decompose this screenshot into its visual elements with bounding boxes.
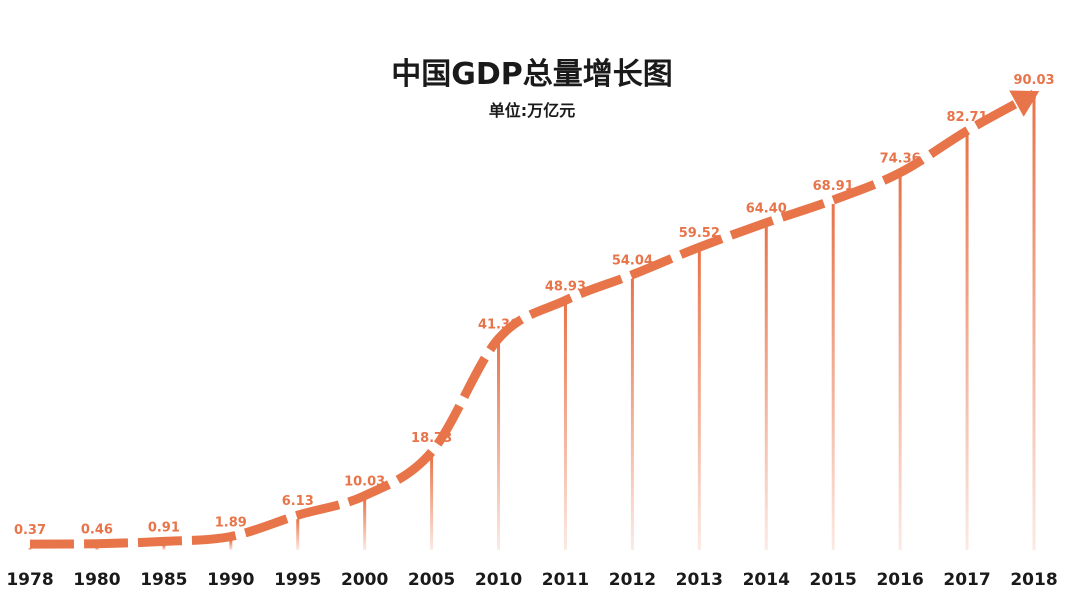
value-stem-2018 <box>1032 98 1036 550</box>
value-stem-2013 <box>697 251 701 550</box>
value-label-2012: 54.04 <box>612 254 653 269</box>
value-label-2011: 48.93 <box>545 279 586 294</box>
value-label-1985: 0.91 <box>148 520 180 535</box>
value-stem-2015 <box>831 204 835 550</box>
value-label-1980: 0.46 <box>81 523 113 538</box>
value-stem-2014 <box>764 226 768 550</box>
chart-subtitle: 单位:万亿元 <box>489 101 575 120</box>
x-tick-label-2014: 2014 <box>743 570 790 590</box>
chart-title: 中国GDP总量增长图 <box>391 57 673 92</box>
x-tick-label-1980: 1980 <box>73 570 120 590</box>
trend-arrow-head <box>1009 90 1040 117</box>
value-label-1990: 1.89 <box>215 516 247 531</box>
line-layer <box>29 90 1040 549</box>
x-tick-label-2015: 2015 <box>810 570 857 590</box>
value-stem-2016 <box>898 176 902 550</box>
gdp-trend-line <box>29 90 1037 549</box>
value-stem-2010 <box>497 342 501 550</box>
x-tick-label-2005: 2005 <box>408 570 455 590</box>
stems-layer <box>28 98 1036 550</box>
value-stem-2011 <box>563 304 567 550</box>
value-stem-1985 <box>162 545 166 550</box>
x-tick-label-2018: 2018 <box>1010 570 1057 590</box>
value-stem-2000 <box>363 499 367 550</box>
x-tick-label-2010: 2010 <box>475 570 522 590</box>
value-stem-1980 <box>95 547 99 550</box>
value-label-1978: 0.37 <box>14 523 46 538</box>
x-tick-label-2011: 2011 <box>542 570 589 590</box>
x-tick-label-1978: 1978 <box>6 570 53 590</box>
x-tick-label-2016: 2016 <box>876 570 923 590</box>
labels-layer: 0.37 0.46 0.91 1.89 6.13 10.03 18.73 41.30 48.93… <box>14 73 1055 538</box>
value-label-2010: 41.30 <box>478 318 519 333</box>
value-label-2015: 68.91 <box>813 179 854 194</box>
value-label-2017: 82.71 <box>947 110 988 125</box>
value-stem-2012 <box>630 278 634 550</box>
x-tick-label-2000: 2000 <box>341 570 388 590</box>
x-tick-label-2012: 2012 <box>609 570 656 590</box>
x-tick-label-1995: 1995 <box>274 570 321 590</box>
value-label-1995: 6.13 <box>282 494 314 509</box>
value-label-2000: 10.03 <box>344 475 385 490</box>
value-label-2005: 18.73 <box>411 431 452 446</box>
value-label-2014: 64.40 <box>746 202 787 217</box>
value-label-2013: 59.52 <box>679 226 720 241</box>
x-axis-ticks: 1978 1980 1985 1990 1995 2000 2005 2010 2011 2012… <box>6 570 1057 590</box>
value-stem-2005 <box>430 455 434 550</box>
x-tick-label-1990: 1990 <box>207 570 254 590</box>
x-tick-label-2017: 2017 <box>943 570 990 590</box>
value-stem-1990 <box>229 540 233 550</box>
value-stem-1978 <box>28 548 32 550</box>
x-tick-label-1985: 1985 <box>140 570 187 590</box>
value-label-2018: 90.03 <box>1013 73 1054 88</box>
value-stem-1995 <box>296 519 300 550</box>
value-stem-2017 <box>965 134 969 550</box>
x-tick-label-2013: 2013 <box>676 570 723 590</box>
value-label-2016: 74.36 <box>880 152 921 167</box>
